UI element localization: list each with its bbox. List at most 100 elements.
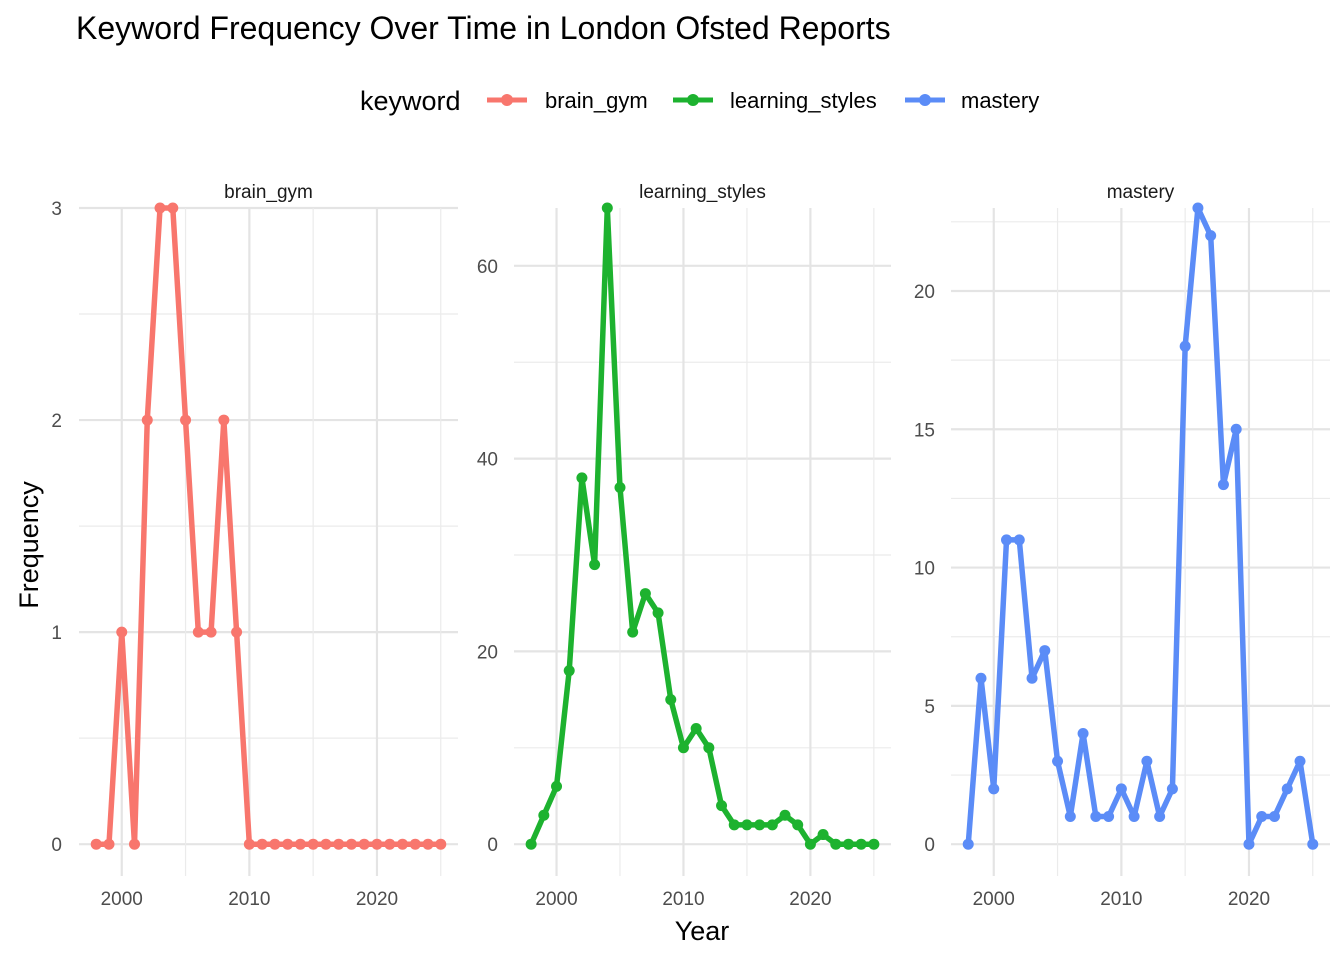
y-tick-label: 2 (51, 411, 62, 432)
data-point-mastery (962, 838, 974, 850)
legend-item-mastery: mastery (905, 88, 1039, 113)
legend-label-learning-styles: learning_styles (730, 88, 877, 113)
data-point-brain-gym (435, 838, 447, 850)
data-point-mastery (1192, 202, 1204, 214)
data-point-mastery (1115, 783, 1127, 795)
data-point-learning-styles (754, 819, 766, 831)
y-tick-label: 60 (477, 257, 498, 278)
data-point-learning-styles (665, 694, 677, 706)
data-point-learning-styles (601, 202, 613, 214)
data-point-learning-styles (830, 838, 842, 850)
legend: keyword brain_gym learning_styles master… (360, 86, 1039, 116)
data-point-learning-styles (855, 838, 867, 850)
data-point-brain-gym (103, 838, 115, 850)
data-point-brain-gym (307, 838, 319, 850)
data-point-learning-styles (792, 819, 804, 831)
data-point-brain-gym (231, 626, 243, 638)
x-tick-label: 2020 (356, 889, 398, 910)
data-point-learning-styles (779, 809, 791, 821)
panel-brain-gym: brain_gym 0 1 2 3 2000 2010 2020 (51, 182, 458, 910)
data-point-brain-gym (167, 202, 179, 214)
data-point-learning-styles (576, 472, 588, 484)
x-tick-label: 2020 (789, 889, 831, 910)
data-point-mastery (1230, 423, 1242, 435)
data-point-learning-styles (639, 588, 651, 600)
data-point-learning-styles (868, 838, 880, 850)
y-tick-label: 0 (487, 835, 498, 856)
data-point-mastery (1064, 811, 1076, 823)
data-point-mastery (1217, 479, 1229, 491)
x-tick-label: 2010 (1100, 889, 1142, 910)
data-point-learning-styles (677, 742, 689, 754)
legend-point-learning-styles (687, 94, 699, 106)
legend-point-brain-gym (501, 94, 513, 106)
data-point-learning-styles (766, 819, 778, 831)
data-point-brain-gym (90, 838, 102, 850)
panel-strip-label: brain_gym (224, 182, 313, 203)
data-point-brain-gym (116, 626, 128, 638)
data-point-brain-gym (358, 838, 370, 850)
data-point-brain-gym (269, 838, 281, 850)
data-point-brain-gym (320, 838, 332, 850)
data-point-learning-styles (741, 819, 753, 831)
legend-item-brain-gym: brain_gym (487, 88, 648, 113)
panel-learning-styles: learning_styles 0 20 40 60 2000 2010 2020 (477, 182, 891, 910)
x-tick-label: 2020 (1228, 889, 1270, 910)
panel-strip-label: learning_styles (639, 182, 766, 203)
data-point-brain-gym (384, 838, 396, 850)
data-point-mastery (1001, 534, 1013, 546)
series-line-mastery (965, 205, 1316, 847)
y-tick-label: 0 (51, 835, 62, 856)
data-point-mastery (1013, 534, 1025, 546)
data-point-mastery (1154, 811, 1166, 823)
data-point-mastery (1281, 783, 1293, 795)
data-point-mastery (1166, 783, 1178, 795)
data-point-mastery (1205, 230, 1217, 242)
data-point-learning-styles (563, 665, 575, 677)
data-point-brain-gym (345, 838, 357, 850)
data-point-mastery (1243, 838, 1255, 850)
data-point-brain-gym (192, 626, 204, 638)
data-point-brain-gym (154, 202, 166, 214)
data-point-mastery (1179, 340, 1191, 352)
data-point-brain-gym (371, 838, 383, 850)
data-point-brain-gym (141, 414, 153, 426)
data-point-brain-gym (243, 838, 255, 850)
data-point-learning-styles (817, 829, 829, 841)
data-point-mastery (1268, 811, 1280, 823)
data-point-mastery (1026, 672, 1038, 684)
chart-title: Keyword Frequency Over Time in London Of… (76, 10, 891, 46)
data-point-mastery (1128, 811, 1140, 823)
data-point-brain-gym (218, 414, 230, 426)
panel-mastery: mastery 0 5 10 15 20 2000 2010 2020 (914, 182, 1330, 910)
legend-item-learning-styles: learning_styles (673, 88, 877, 113)
y-tick-label: 0 (924, 835, 935, 856)
data-point-mastery (1307, 838, 1319, 850)
y-tick-label: 1 (51, 623, 62, 644)
data-point-learning-styles (703, 742, 715, 754)
y-tick-label: 5 (924, 697, 935, 718)
data-point-brain-gym (333, 838, 345, 850)
x-tick-label: 2010 (662, 889, 704, 910)
data-point-brain-gym (256, 838, 268, 850)
data-point-learning-styles (589, 559, 601, 571)
data-point-brain-gym (409, 838, 421, 850)
data-point-brain-gym (129, 838, 141, 850)
y-tick-label: 20 (914, 282, 935, 303)
data-point-mastery (1052, 755, 1064, 767)
legend-title: keyword (360, 86, 461, 116)
x-tick-label: 2000 (535, 889, 577, 910)
series-line-brain-gym (93, 205, 444, 847)
data-point-brain-gym (205, 626, 217, 638)
y-tick-label: 20 (477, 642, 498, 663)
data-point-brain-gym (422, 838, 434, 850)
x-tick-label: 2010 (228, 889, 270, 910)
legend-point-mastery (919, 94, 931, 106)
y-tick-label: 10 (914, 559, 935, 580)
y-tick-label: 3 (51, 199, 62, 220)
y-axis-label: Frequency (14, 481, 44, 609)
data-point-learning-styles (690, 723, 702, 735)
y-tick-label: 40 (477, 450, 498, 471)
data-point-mastery (1256, 811, 1268, 823)
